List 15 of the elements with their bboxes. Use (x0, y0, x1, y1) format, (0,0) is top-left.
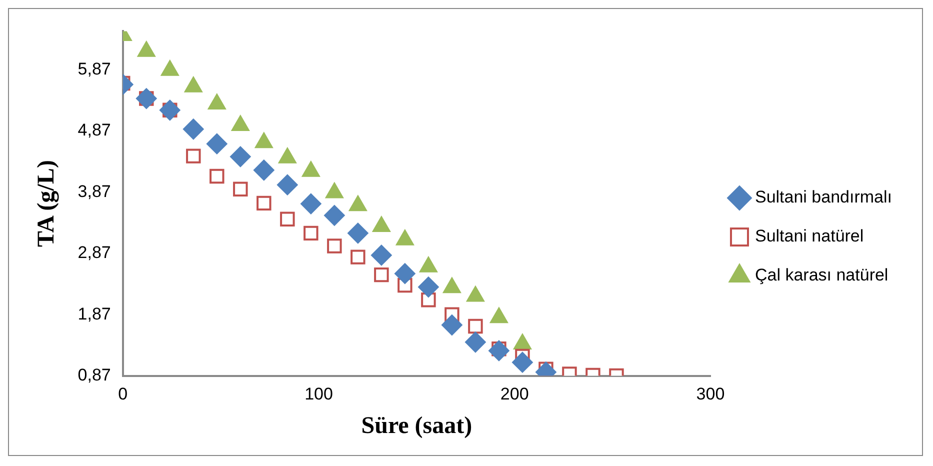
legend-label: Çal karası natürel (754, 266, 888, 285)
legend-label: Sultani bandırmalı (754, 188, 892, 207)
y-axis-title: TA (g/L) (34, 160, 60, 247)
x-tick-label: 300 (696, 384, 725, 404)
legend-label: Sultani natürel (754, 226, 864, 246)
y-tick-label: 5,87 (78, 59, 111, 78)
x-tick-label: 100 (304, 384, 333, 404)
y-tick-label: 2,87 (78, 243, 111, 262)
y-tick-label: 3,87 (78, 182, 111, 201)
x-tick-label: 200 (500, 384, 529, 404)
x-axis-title: Süre (saat) (361, 412, 472, 439)
x-tick-label: 0 (118, 384, 128, 404)
y-tick-label: 1,87 (78, 304, 111, 324)
y-tick-label: 4,87 (78, 120, 111, 140)
y-tick-label: 0,87 (78, 365, 111, 384)
